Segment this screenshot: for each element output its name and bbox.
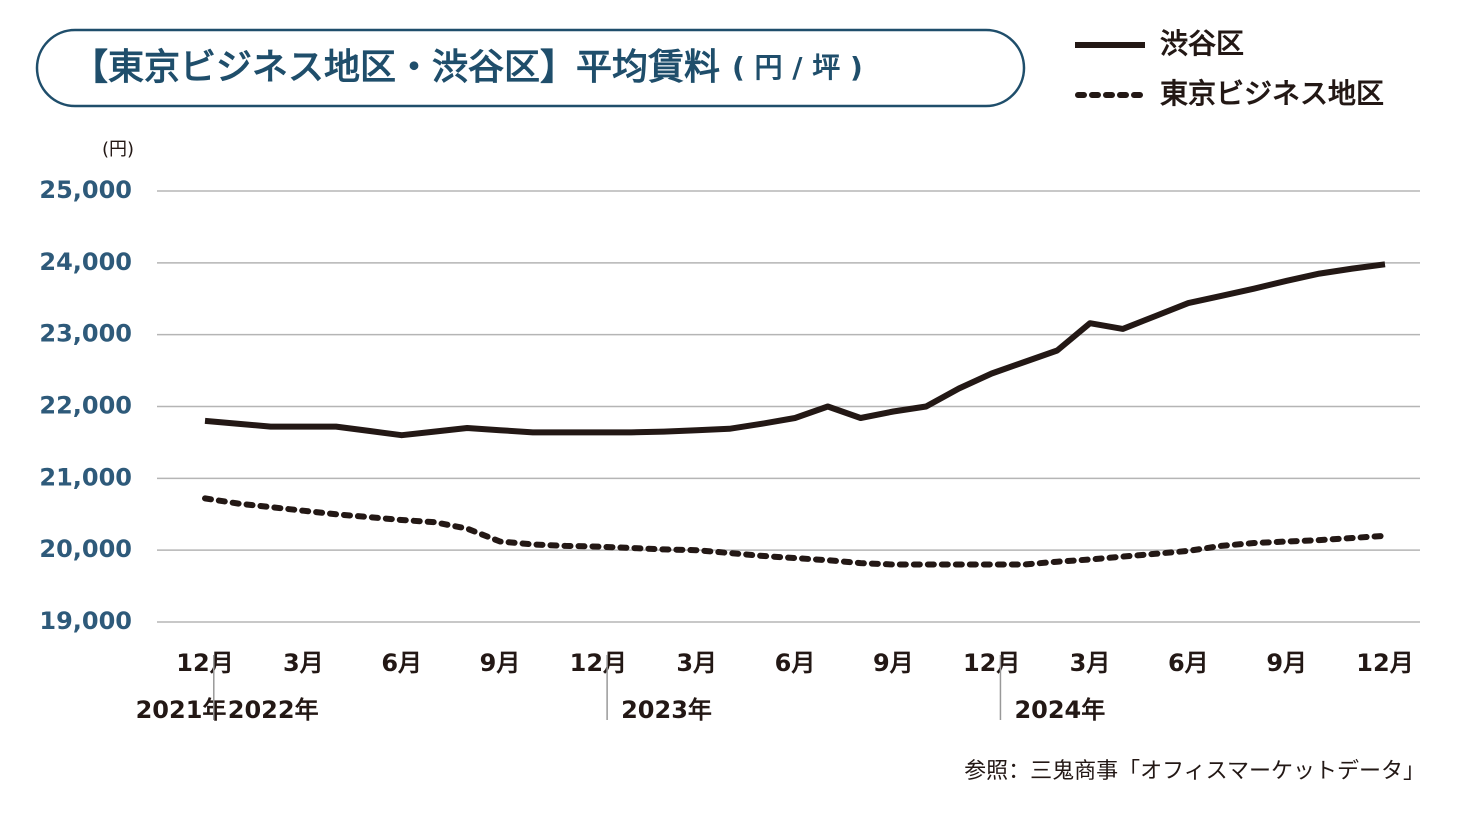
year-label: 2021年 [136, 696, 227, 724]
source: 参照：三鬼商事「オフィスマーケットデータ」 [964, 759, 1425, 784]
x-tick-label: 6月 [381, 649, 422, 677]
x-tick-label: 3月 [283, 649, 324, 677]
x-tick-label: 6月 [775, 649, 816, 677]
title-unit: ( 円 / 坪 ) [732, 51, 863, 84]
y-tick-label: 20,000 [39, 535, 132, 563]
x-tick-label: 12月 [963, 649, 1020, 677]
legend-label: 東京ビジネス地区 [1160, 77, 1384, 110]
x-tick-label: 9月 [873, 649, 914, 677]
x-tick-label: 12月 [1356, 649, 1413, 677]
y-tick-label: 21,000 [39, 463, 132, 491]
x-tick-label: 3月 [676, 649, 717, 677]
title-box [35, 28, 1026, 108]
x-tick-label: 6月 [1168, 649, 1209, 677]
series-line [202, 495, 1388, 568]
y-tick-label: 25,000 [39, 176, 132, 204]
series-line [204, 261, 1386, 439]
year-label: 2023年 [621, 696, 712, 724]
x-tick-label: 12月 [176, 649, 233, 677]
y-tick-label: 23,000 [39, 320, 132, 348]
title-main: 【東京ビジネス地区・渋谷区】平均賃料 [72, 46, 720, 88]
x-tick-label: 9月 [480, 649, 521, 677]
y-tick-label: 19,000 [39, 607, 132, 635]
year-label: 2022年 [228, 696, 319, 724]
legend-label: 渋谷区 [1160, 27, 1244, 60]
x-tick-label: 12月 [570, 649, 627, 677]
x-tick-label: 9月 [1266, 649, 1307, 677]
y-axis-label: (円) [102, 139, 134, 160]
y-tick-label: 22,000 [39, 392, 132, 420]
chart-title: 【東京ビジネス地区・渋谷区】平均賃料 ( 円 / 坪 ) [72, 46, 863, 88]
x-tick-label: 3月 [1070, 649, 1111, 677]
year-label: 2024年 [1014, 696, 1105, 724]
y-tick-label: 24,000 [39, 248, 132, 276]
